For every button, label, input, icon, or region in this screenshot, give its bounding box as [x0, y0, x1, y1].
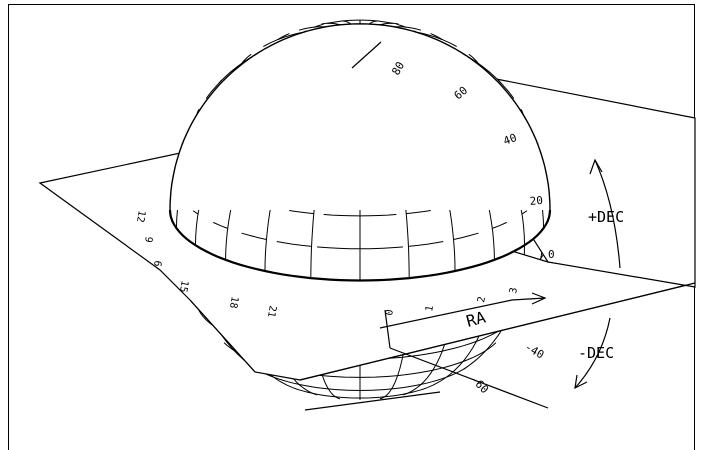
lower-bottom-edge	[389, 347, 549, 409]
dec-label-20: 20	[529, 194, 543, 208]
lower-plane-fold	[384, 309, 391, 349]
lower-plane-left	[189, 299, 256, 373]
plus-dec-arrow	[589, 158, 621, 269]
plus-dec-label: +DEC	[588, 208, 624, 226]
dec-label-0: 0	[548, 248, 555, 261]
ra-label-1: 1	[424, 305, 436, 313]
dec-label-minus-40: -40	[523, 340, 547, 361]
ra-label-6: 6	[151, 259, 163, 267]
upper-limb	[169, 23, 551, 211]
ra-label-3: 3	[508, 287, 520, 295]
ra-axis-label: RA	[464, 307, 488, 330]
structure-lines	[189, 41, 696, 411]
ra-label-2: 2	[476, 296, 488, 304]
ra-label-18: 18	[227, 295, 240, 309]
ra-label-0: 0	[384, 309, 396, 317]
ra-label-12: 12	[134, 209, 147, 223]
minus-dec-arrow-head	[574, 374, 588, 390]
dec-label-40: 40	[502, 131, 519, 148]
ra-label-9: 9	[142, 235, 154, 243]
minus-dec-arc	[574, 317, 611, 389]
plus-dec-arc	[594, 159, 621, 269]
ra-arrow-head	[531, 292, 547, 305]
upper-hemisphere	[168, 19, 552, 282]
ra-label-15: 15	[177, 279, 190, 293]
ra-arrow	[379, 292, 547, 329]
pole-axis-line	[351, 41, 382, 69]
ra-arrow-line	[379, 297, 546, 329]
dec-label-minus-60: -60	[468, 373, 491, 396]
lower-plane-edge	[299, 282, 696, 381]
minus-dec-arrow	[574, 317, 611, 390]
lower-plane-bottom	[304, 391, 441, 411]
minus-dec-label: -DEC	[578, 344, 614, 362]
plus-dec-arrow-head	[589, 158, 603, 175]
dec-label-80: 80	[389, 60, 407, 78]
ra-label-21: 21	[265, 304, 278, 318]
